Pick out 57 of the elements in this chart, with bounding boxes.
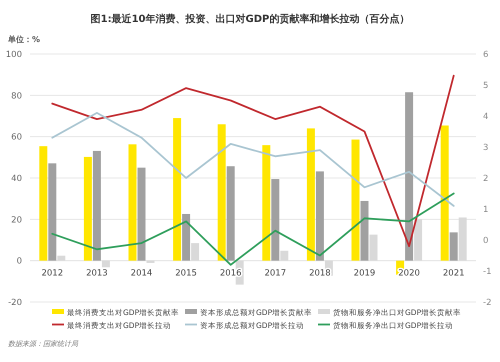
x-tick-label: 2012: [41, 268, 64, 279]
x-tick-label: 2013: [86, 268, 108, 279]
y-tick-label: 0: [16, 256, 22, 267]
bar: [370, 234, 378, 261]
bar: [128, 144, 136, 261]
x-tick-label: 2019: [354, 268, 376, 279]
x-tick-label: 2018: [309, 268, 331, 279]
bar: [57, 256, 66, 261]
bar: [182, 214, 190, 261]
x-tick-label: 2016: [220, 268, 242, 279]
y2-tick-label: 2: [483, 174, 488, 184]
line-series: [51, 112, 455, 207]
bar: [39, 146, 48, 261]
bar: [92, 150, 101, 261]
y2-tick-label: -1: [483, 267, 492, 277]
y-tick-label: 80: [11, 91, 22, 102]
y-tick-label: 40: [11, 174, 22, 184]
bar: [440, 126, 449, 261]
bar: [360, 200, 368, 261]
bar: [48, 163, 56, 261]
y2-tick-label: 6: [483, 50, 488, 60]
bar: [306, 128, 315, 261]
y2-tick-label: 0: [483, 236, 488, 246]
bar: [226, 166, 235, 261]
chart-title: 图1:最近10年消费、投资、出口对GDP的贡献率和增长拉动（百分点）: [90, 13, 410, 25]
bar: [262, 145, 270, 261]
y-tick-label: 20: [11, 215, 22, 226]
y2-tick-label: 5: [483, 81, 488, 91]
bar: [173, 118, 182, 261]
bar: [218, 124, 226, 261]
x-tick-label: 2021: [442, 268, 465, 279]
bar: [84, 156, 92, 261]
bar: [102, 260, 110, 268]
bar: [352, 140, 360, 261]
bar: [271, 179, 280, 261]
bar: [458, 217, 467, 261]
bar: [191, 243, 200, 261]
bar: [280, 250, 288, 261]
x-tick-label: 2014: [130, 268, 152, 279]
y-tick-label: -20: [8, 298, 22, 308]
y2-tick-label: 1: [483, 205, 488, 215]
y-tick-label: 60: [11, 132, 22, 143]
bar: [316, 171, 324, 261]
x-tick-label: 2020: [398, 268, 420, 279]
y2-tick-label: -2: [483, 298, 492, 308]
bar: [414, 219, 422, 261]
text: 单位：%: [7, 35, 40, 44]
y2-tick-label: 3: [483, 143, 488, 153]
bar: [450, 232, 458, 261]
bar: [405, 92, 414, 261]
line-series: [51, 74, 455, 248]
line-series: [51, 192, 455, 266]
y-tick-label: 100: [6, 50, 22, 60]
x-tick-label: 2017: [264, 268, 286, 279]
x-tick-label: 2015: [175, 268, 197, 279]
y2-tick-label: 4: [483, 112, 488, 122]
bar: [138, 168, 146, 261]
